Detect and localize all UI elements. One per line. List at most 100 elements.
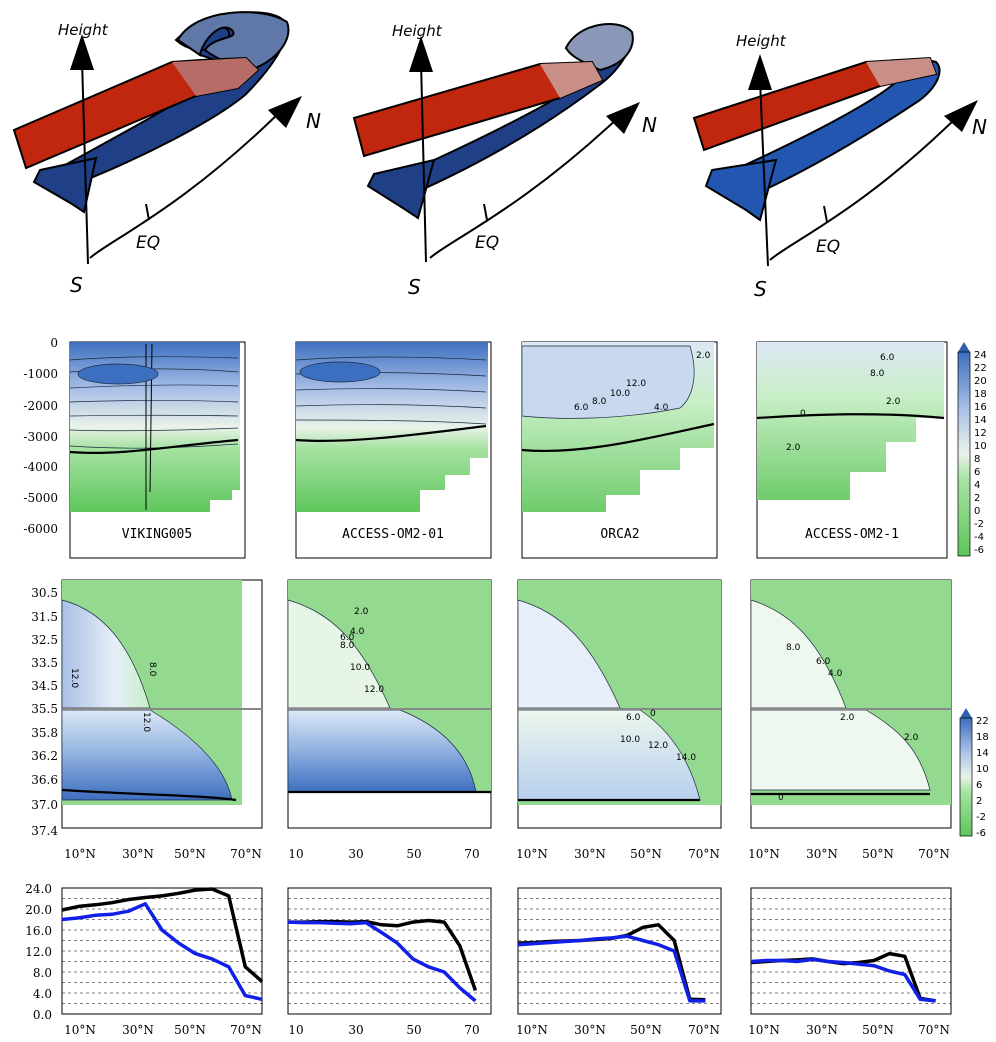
ytick-label: -1000 xyxy=(23,367,58,381)
lower-cell xyxy=(750,709,931,791)
contour-label: 2.0 xyxy=(886,397,901,407)
warm-cold-transition xyxy=(172,58,258,96)
zero-contour xyxy=(61,788,237,802)
ytick-label: 0 xyxy=(50,336,58,350)
colorbar-label: 2 xyxy=(976,796,982,807)
contour-label: 8.0 xyxy=(340,641,355,651)
ytick-label: -3000 xyxy=(23,430,58,444)
north-label: N xyxy=(972,115,987,139)
ytick-label: -5000 xyxy=(23,491,58,505)
xtick-label: 30°N xyxy=(574,847,606,861)
blue-series-line xyxy=(61,902,263,1002)
ytick-label: -6000 xyxy=(23,522,58,536)
xtick-label: 30 xyxy=(348,847,363,861)
panel-label: VIKING005 xyxy=(122,527,192,542)
height-axis xyxy=(759,79,769,267)
warm-cold-transition xyxy=(540,62,602,98)
plot-frame xyxy=(61,887,263,1015)
contour-lines xyxy=(69,356,239,449)
lines-xaxis: 10°N 30°N 50°N 70°N 10 30 50 70 10°N 30°… xyxy=(64,1023,950,1037)
xtick-label: 50°N xyxy=(862,1023,894,1037)
depth-yaxis: 0 -1000 -2000 -3000 -4000 -5000 -6000 xyxy=(23,336,58,536)
xtick-label: 50°N xyxy=(630,847,662,861)
contour-label: 0 xyxy=(650,709,656,719)
arrow-head-south xyxy=(704,158,778,222)
panel-label: ACCESS-OM2-01 xyxy=(342,527,444,542)
contour-label: 2.0 xyxy=(904,733,919,743)
ytick-label: 31.5 xyxy=(31,610,58,624)
height-arrow xyxy=(748,54,772,90)
depth-panel-orca2: 2.0 12.0 10.0 8.0 6.0 4.0 ORCA2 xyxy=(521,341,718,559)
contour-label: 14.0 xyxy=(676,753,696,763)
height-arrow xyxy=(70,34,94,70)
eq-tick xyxy=(145,203,150,221)
ytick-label: -2000 xyxy=(23,399,58,413)
colorbar-label: -2 xyxy=(974,519,984,530)
south-label: S xyxy=(408,275,421,299)
arrow-head-south xyxy=(32,156,98,214)
contour-label: 4.0 xyxy=(828,669,843,679)
ytick-label: 36.2 xyxy=(31,749,58,763)
contour-label: 2.0 xyxy=(354,607,369,617)
ytick-label: 0.0 xyxy=(33,1008,52,1022)
zero-contour xyxy=(756,413,945,420)
xtick-label: 70°N xyxy=(230,847,262,861)
xtick-label: 10°N xyxy=(64,847,96,861)
contour-label: 2.0 xyxy=(696,351,711,361)
depth-panel-access-om2-01: ACCESS-OM2-01 xyxy=(295,341,492,559)
depth-panel-viking005: VIKING005 xyxy=(69,341,246,559)
north-axis xyxy=(89,109,283,259)
height-axis xyxy=(420,61,427,263)
colorbar-label: 4 xyxy=(974,480,980,491)
ytick-label: 30.5 xyxy=(31,586,58,600)
colorbar-label: 22 xyxy=(974,363,987,374)
density-colorbar: 22 18 14 10 6 2 -2 -6 xyxy=(959,708,989,839)
filled-contours xyxy=(757,342,944,500)
contour-label: 10.0 xyxy=(610,389,630,399)
contour-label: 6.0 xyxy=(340,633,355,643)
colorbar-label: 22 xyxy=(976,716,989,727)
xtick-label: 50°N xyxy=(630,1023,662,1037)
maximum-core xyxy=(299,361,381,383)
contour-label: 12.0 xyxy=(141,712,151,732)
colorbar-label: 8 xyxy=(974,454,980,465)
contour-label: 6.0 xyxy=(574,403,589,413)
contour-label: 6.0 xyxy=(816,657,831,667)
ytick-label: 32.5 xyxy=(31,633,58,647)
xtick-label: 70 xyxy=(464,847,479,861)
colorbar-label: 20 xyxy=(974,376,987,387)
colorbar-label: -2 xyxy=(976,812,986,823)
panel-label: ACCESS-OM2-1 xyxy=(805,527,899,542)
contour-label: 8.0 xyxy=(786,643,801,653)
line-panel-orca2 xyxy=(517,887,722,1015)
black-series-line xyxy=(61,887,264,983)
colorbar-label: 18 xyxy=(974,389,987,400)
ytick-label: 36.6 xyxy=(31,773,58,787)
contour-label: 6.0 xyxy=(880,353,895,363)
cold-limb-upper xyxy=(564,23,634,72)
strong-cell xyxy=(521,345,695,419)
xtick-label: 70°N xyxy=(688,1023,720,1037)
height-label: Height xyxy=(736,32,787,50)
contour-label: 6.0 xyxy=(626,713,641,723)
ytick-label: 24.0 xyxy=(25,882,52,896)
colorbar-label: 18 xyxy=(976,732,989,743)
height-label: Height xyxy=(58,21,109,39)
contour-label: 4.0 xyxy=(654,403,669,413)
contour-lines xyxy=(295,356,487,425)
blue-series-line xyxy=(287,920,477,1003)
contour-label: 0 xyxy=(778,793,784,803)
height-label: Height xyxy=(392,22,443,40)
colorbar-label: 0 xyxy=(974,506,980,517)
upper-cell xyxy=(517,599,621,709)
zero-contour xyxy=(521,422,715,453)
contour-label: 12.0 xyxy=(648,741,668,751)
ytick-label: 12.0 xyxy=(25,945,52,959)
north-axis xyxy=(769,115,959,261)
ytick-label: 37.0 xyxy=(31,798,58,812)
colorbar-label: 14 xyxy=(976,748,989,759)
colorbar-cap xyxy=(958,342,970,352)
ytick-label: 34.5 xyxy=(31,679,58,693)
contour-label: 0 xyxy=(800,409,806,419)
